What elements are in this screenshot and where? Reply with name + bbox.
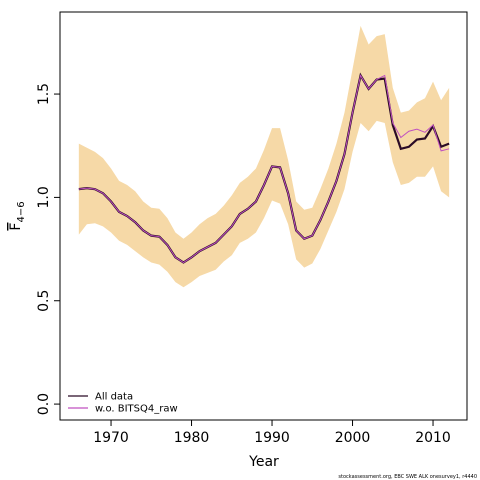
y-tick-label: 0.5 (36, 290, 52, 312)
y-tick-label: 1.0 (36, 186, 52, 208)
y-label-main: F (8, 223, 24, 231)
footnote: stockassessment.org, EBC SWE ALK onesurv… (338, 474, 477, 480)
legend-label: w.o. BITSQ4_raw (95, 404, 178, 415)
x-tick-label: 2000 (335, 430, 371, 446)
y-axis-label: F4−6 (8, 201, 27, 230)
x-tick-label: 1990 (254, 430, 290, 446)
x-tick-label: 2010 (415, 430, 451, 446)
x-tick-label: 1970 (93, 430, 129, 446)
series-line (78, 74, 450, 264)
x-tick-label: 1980 (174, 430, 210, 446)
y-tick-label: 1.5 (36, 83, 52, 105)
y-axis-label-text: F4−6 (8, 201, 27, 230)
plot-frame (59, 11, 468, 421)
y-label-sub: 4−6 (16, 201, 27, 222)
x-axis-label: Year (248, 454, 279, 470)
legend-label: All data (95, 392, 133, 403)
y-tick-label: 0.0 (36, 393, 52, 415)
confidence-band (78, 25, 450, 288)
